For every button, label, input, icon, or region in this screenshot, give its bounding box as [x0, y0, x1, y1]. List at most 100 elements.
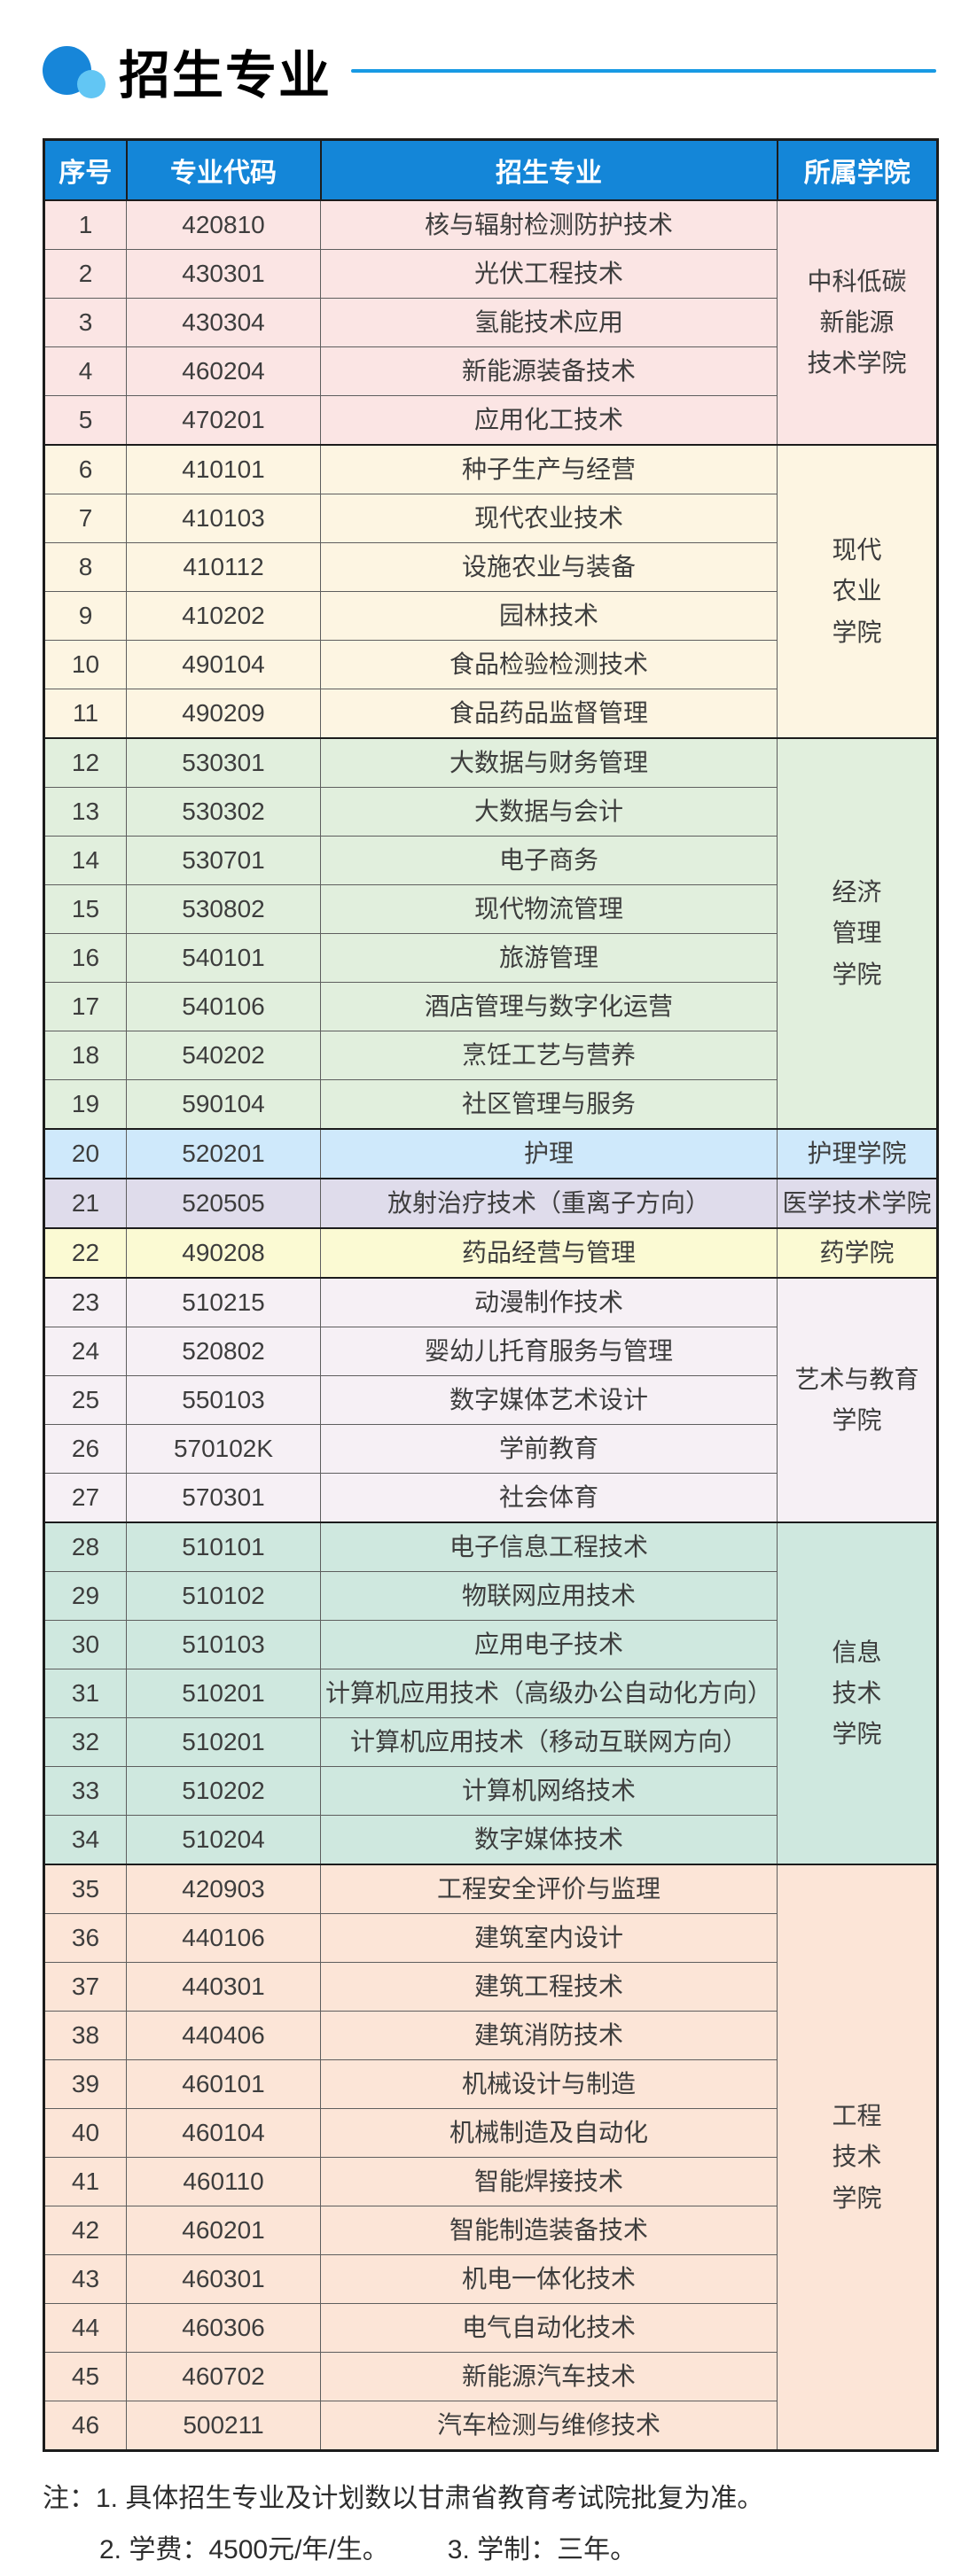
- code-cell: 460301: [126, 2254, 321, 2304]
- code-cell: 510102: [126, 1571, 321, 1621]
- code-cell: 530301: [126, 737, 321, 788]
- serial-cell: 35: [43, 1864, 127, 1914]
- major-cell: 食品药品监督管理: [320, 689, 778, 739]
- header-row: 序号 专业代码 招生专业 所属学院: [43, 138, 939, 201]
- notes: 注：1. 具体招生专业及计划数以甘肃省教育考试院批复为准。 2. 学费：4500…: [43, 2473, 942, 2576]
- code-cell: 460104: [126, 2108, 321, 2158]
- header-college: 所属学院: [776, 138, 939, 201]
- major-cell: 动漫制作技术: [320, 1277, 778, 1327]
- code-cell: 500211: [126, 2401, 321, 2451]
- serial-cell: 25: [43, 1375, 127, 1425]
- table-row: 41 460110 智能焊接技术: [43, 2157, 938, 2206]
- college-cell: 医学技术学院: [777, 1178, 938, 1229]
- serial-cell: 5: [43, 395, 127, 446]
- major-cell: 酒店管理与数字化运营: [320, 982, 778, 1031]
- serial-cell: 37: [43, 1962, 127, 2012]
- major-cell: 机电一体化技术: [320, 2254, 778, 2304]
- table-row: 9 410202 园林技术: [43, 591, 938, 641]
- serial-cell: 30: [43, 1620, 127, 1669]
- major-cell: 氢能技术应用: [320, 298, 778, 347]
- table-row: 27 570301 社会体育: [43, 1473, 938, 1523]
- code-cell: 530302: [126, 787, 321, 837]
- code-cell: 490208: [126, 1227, 321, 1279]
- code-cell: 410103: [126, 494, 321, 543]
- code-cell: 570301: [126, 1473, 321, 1523]
- table-row: 10 490104 食品检验检测技术: [43, 640, 938, 689]
- major-cell: 新能源汽车技术: [320, 2352, 778, 2401]
- table-row: 34 510204 数字媒体技术: [43, 1815, 938, 1865]
- table-row: 35 420903 工程安全评价与监理 工程 技术 学院: [43, 1864, 938, 2451]
- serial-cell: 6: [43, 444, 127, 494]
- table-row: 6 410101 种子生产与经营 现代 农业 学院: [43, 444, 938, 739]
- table-row: 3 430304 氢能技术应用: [43, 298, 938, 347]
- major-cell: 电子商务: [320, 836, 778, 885]
- table-row: 43 460301 机电一体化技术: [43, 2254, 938, 2304]
- major-cell: 现代物流管理: [320, 884, 778, 934]
- serial-cell: 40: [43, 2108, 127, 2158]
- college-cell: 信息 技术 学院: [777, 1521, 938, 1865]
- header-major: 招生专业: [319, 138, 778, 201]
- serial-cell: 42: [43, 2206, 127, 2255]
- code-cell: 440301: [126, 1962, 321, 2012]
- table-row: 40 460104 机械制造及自动化: [43, 2108, 938, 2158]
- table-row: 25 550103 数字媒体艺术设计: [43, 1375, 938, 1425]
- code-cell: 420810: [126, 199, 321, 250]
- note-fee: 2. 学费：4500元/年/生。: [99, 2535, 389, 2564]
- major-cell: 智能焊接技术: [320, 2157, 778, 2206]
- major-cell: 计算机网络技术: [320, 1766, 778, 1816]
- major-cell: 计算机应用技术（高级办公自动化方向）: [320, 1669, 778, 1718]
- serial-cell: 19: [43, 1079, 127, 1130]
- page-title: 招生专业: [119, 47, 332, 105]
- table-row: 12 530301 大数据与财务管理 经济 管理 学院: [43, 737, 938, 1130]
- code-cell: 410202: [126, 591, 321, 641]
- major-cell: 新能源装备技术: [320, 346, 778, 396]
- major-cell: 机械制造及自动化: [320, 2108, 778, 2158]
- major-cell: 种子生产与经营: [320, 444, 778, 494]
- code-cell: 510201: [126, 1669, 321, 1718]
- serial-cell: 27: [43, 1473, 127, 1523]
- code-cell: 520201: [126, 1128, 321, 1179]
- title-band: 招生专业: [0, 0, 977, 105]
- table-row: 15 530802 现代物流管理: [43, 884, 938, 934]
- serial-cell: 16: [43, 933, 127, 983]
- major-cell: 放射治疗技术（重离子方向）: [320, 1178, 778, 1229]
- major-cell: 社会体育: [320, 1473, 778, 1523]
- serial-cell: 31: [43, 1669, 127, 1718]
- serial-cell: 15: [43, 884, 127, 934]
- small-circle-icon: [77, 70, 106, 98]
- major-cell: 婴幼儿托育服务与管理: [320, 1327, 778, 1376]
- code-cell: 530701: [126, 836, 321, 885]
- note-duration: 3. 学制：三年。: [447, 2535, 637, 2564]
- table-row: 8 410112 设施农业与装备: [43, 542, 938, 592]
- code-cell: 540106: [126, 982, 321, 1031]
- table-row: 19 590104 社区管理与服务: [43, 1079, 938, 1130]
- table-row: 13 530302 大数据与会计: [43, 787, 938, 837]
- serial-cell: 44: [43, 2303, 127, 2353]
- major-cell: 建筑室内设计: [320, 1913, 778, 1963]
- major-cell: 现代农业技术: [320, 494, 778, 543]
- major-cell: 电气自动化技术: [320, 2303, 778, 2353]
- major-cell: 食品检验检测技术: [320, 640, 778, 689]
- major-cell: 烹饪工艺与营养: [320, 1031, 778, 1080]
- code-cell: 540202: [126, 1031, 321, 1080]
- serial-cell: 34: [43, 1815, 127, 1865]
- serial-cell: 33: [43, 1766, 127, 1816]
- major-cell: 物联网应用技术: [320, 1571, 778, 1621]
- serial-cell: 7: [43, 494, 127, 543]
- major-cell: 社区管理与服务: [320, 1079, 778, 1130]
- serial-cell: 29: [43, 1571, 127, 1621]
- table-row: 37 440301 建筑工程技术: [43, 1962, 938, 2012]
- serial-cell: 3: [43, 298, 127, 347]
- serial-cell: 11: [43, 689, 127, 739]
- serial-cell: 32: [43, 1717, 127, 1767]
- code-cell: 430301: [126, 249, 321, 299]
- code-cell: 490209: [126, 689, 321, 739]
- serial-cell: 46: [43, 2401, 127, 2451]
- serial-cell: 23: [43, 1277, 127, 1327]
- code-cell: 460201: [126, 2206, 321, 2255]
- major-cell: 学前教育: [320, 1424, 778, 1474]
- code-cell: 440106: [126, 1913, 321, 1963]
- code-cell: 590104: [126, 1079, 321, 1130]
- serial-cell: 26: [43, 1424, 127, 1474]
- major-cell: 建筑消防技术: [320, 2011, 778, 2060]
